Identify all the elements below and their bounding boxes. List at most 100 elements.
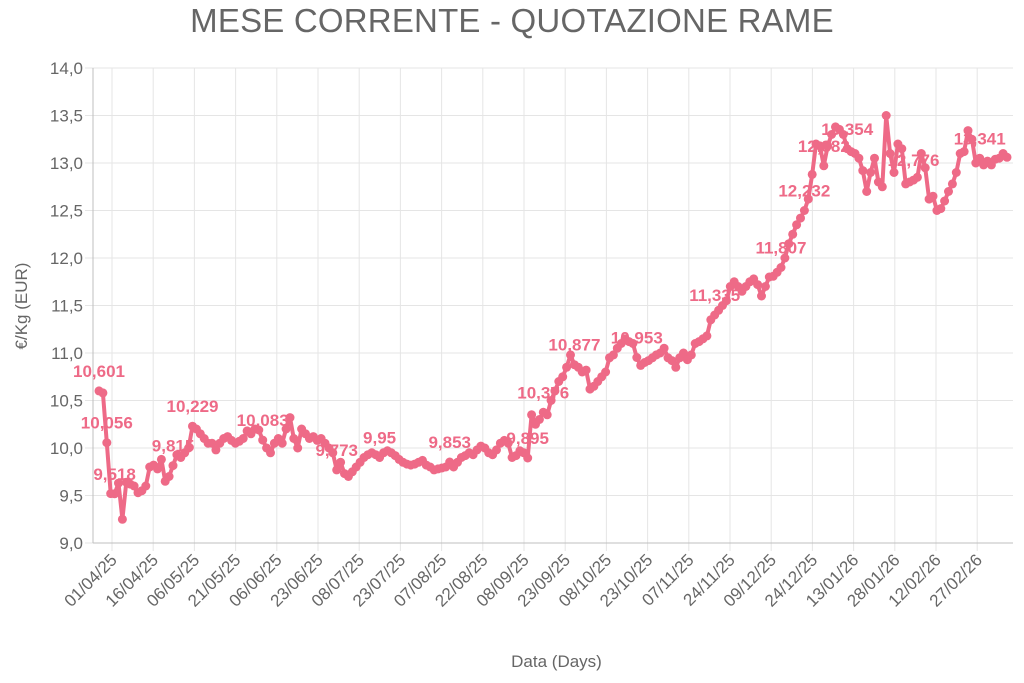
data-point <box>129 481 139 491</box>
data-point <box>947 179 957 189</box>
data-point <box>702 331 712 341</box>
data-label: 10,877 <box>548 336 600 355</box>
data-point <box>492 445 501 455</box>
data-point <box>285 413 295 423</box>
y-tick-label: 10,0 <box>50 439 83 458</box>
data-point <box>289 434 299 443</box>
data-point <box>760 282 770 291</box>
data-point <box>164 472 174 481</box>
data-label: 10,229 <box>167 397 219 416</box>
data-point <box>854 153 864 163</box>
data-point <box>523 453 533 463</box>
data-label: 12,232 <box>778 182 830 201</box>
data-point <box>967 134 977 144</box>
data-point <box>671 362 681 372</box>
data-point <box>168 461 178 471</box>
data-point <box>254 425 264 435</box>
data-label: 9,853 <box>428 433 471 452</box>
data-label: 10,953 <box>611 328 663 347</box>
data-point <box>975 153 985 163</box>
data-label: 10,376 <box>517 383 569 402</box>
data-point <box>877 182 887 192</box>
data-point <box>916 149 926 158</box>
data-point <box>601 367 611 377</box>
y-tick-label: 11,0 <box>51 344 83 363</box>
data-point <box>807 169 817 179</box>
data-point <box>936 204 946 214</box>
data-point <box>885 149 895 158</box>
y-tick-label: 9,0 <box>59 534 83 553</box>
data-point <box>258 435 268 445</box>
data-point <box>211 445 221 455</box>
data-point <box>838 130 848 139</box>
data-point <box>866 168 876 177</box>
data-point <box>581 365 591 375</box>
data-point <box>753 280 763 290</box>
data-point <box>114 478 123 488</box>
data-point <box>542 410 552 420</box>
y-tick-labels: 9,0 9,5 10,0 10,5 11,0 11,5 12,0 12,5 13,0 13,5 14… <box>50 59 83 553</box>
chart-title: MESE CORRENTE - QUOTAZIONE RAME <box>190 2 834 39</box>
data-point <box>336 457 346 467</box>
data-point <box>141 481 151 491</box>
data-point <box>920 163 930 173</box>
data-point <box>784 239 794 249</box>
data-label: 9,895 <box>506 429 549 448</box>
data-point <box>788 229 798 239</box>
data-point <box>266 448 275 458</box>
data-label: 9,815 <box>152 437 195 456</box>
data-point <box>827 130 837 139</box>
data-point <box>110 489 120 499</box>
data-point <box>102 438 112 448</box>
data-point <box>238 434 248 443</box>
series-copper-price <box>94 111 1012 524</box>
data-point <box>628 339 638 348</box>
data-point <box>780 253 790 263</box>
data-point <box>281 424 291 434</box>
data-point <box>156 454 166 464</box>
data-label: 13,341 <box>954 129 1006 148</box>
data-point <box>963 126 973 136</box>
data-label: 13,354 <box>821 120 874 139</box>
grid-lines <box>85 67 1013 551</box>
y-tick-label: 12,0 <box>50 249 83 268</box>
data-label: 9,518 <box>93 465 136 484</box>
data-point <box>928 191 938 201</box>
axes <box>92 68 1013 544</box>
data-point <box>1002 152 1012 162</box>
data-point <box>796 213 805 223</box>
x-axis-title: Data (Days) <box>511 652 602 671</box>
data-point <box>823 141 833 151</box>
data-point <box>534 415 544 424</box>
data-point <box>757 291 766 301</box>
data-point <box>277 438 287 448</box>
data-label: 12,776 <box>887 151 939 170</box>
data-point <box>332 465 342 475</box>
y-tick-label: 11,5 <box>51 297 83 316</box>
data-labels: 10,601 10,056 9,518 9,815 10,229 10,083 9,773 9… <box>73 120 1006 484</box>
data-point <box>799 206 809 215</box>
data-label: 10,601 <box>73 362 125 381</box>
data-point <box>721 296 731 306</box>
data-point <box>98 388 108 398</box>
data-point <box>527 410 537 420</box>
data-point <box>944 187 953 196</box>
y-tick-label: 9,5 <box>59 487 83 506</box>
data-point <box>608 350 618 360</box>
data-point <box>858 166 868 176</box>
data-label: 11,335 <box>689 286 740 305</box>
data-point <box>503 438 513 448</box>
data-point <box>546 396 556 405</box>
data-point <box>862 187 872 196</box>
data-point <box>153 464 162 474</box>
data-point <box>897 144 907 154</box>
data-point <box>870 153 879 163</box>
data-point <box>562 362 572 372</box>
data-point <box>184 443 194 453</box>
data-point <box>889 168 899 177</box>
data-point <box>815 141 825 151</box>
data-point <box>328 448 338 458</box>
data-point <box>659 343 669 353</box>
data-label: 12,882 <box>798 137 850 156</box>
data-point <box>293 443 303 453</box>
